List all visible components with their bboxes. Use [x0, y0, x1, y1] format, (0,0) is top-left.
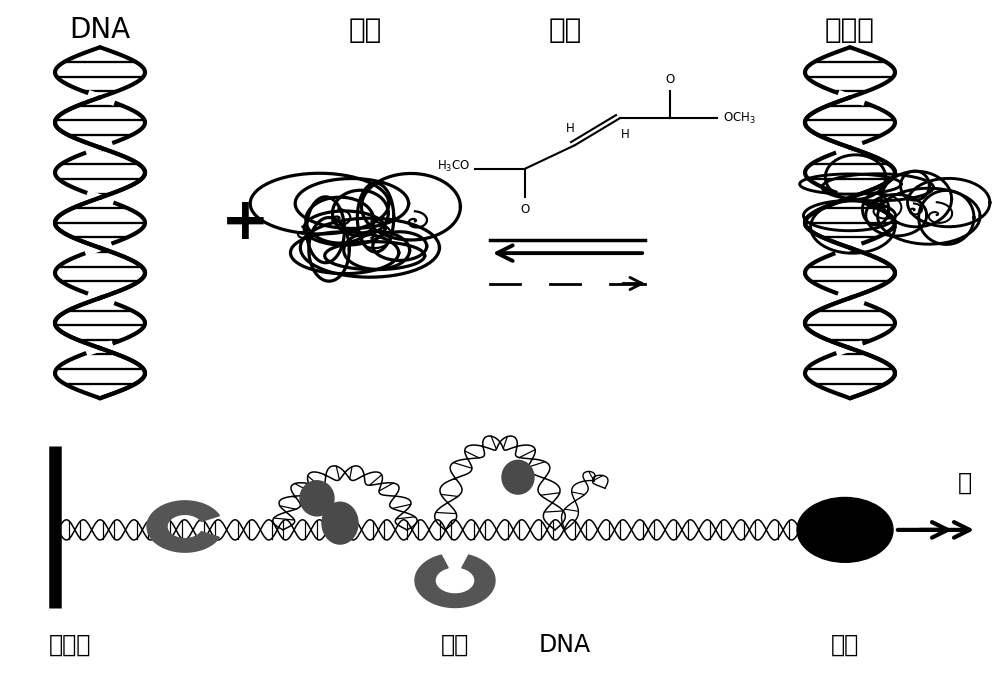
Text: 磁球: 磁球	[831, 632, 859, 657]
Text: $\mathregular{OCH_3}$: $\mathregular{OCH_3}$	[723, 111, 756, 126]
Ellipse shape	[300, 481, 334, 516]
Text: $\mathregular{H_3CO}$: $\mathregular{H_3CO}$	[437, 159, 470, 174]
Text: 药物: 药物	[548, 16, 582, 45]
Text: 蛋白: 蛋白	[348, 16, 382, 45]
Polygon shape	[415, 555, 495, 608]
Ellipse shape	[502, 460, 534, 494]
Text: 蛋白: 蛋白	[441, 632, 469, 657]
Text: DNA: DNA	[69, 16, 131, 45]
Text: 玻璃片: 玻璃片	[49, 632, 91, 657]
Ellipse shape	[322, 502, 358, 544]
Text: H: H	[621, 128, 629, 141]
Text: 复合体: 复合体	[825, 16, 875, 45]
Text: H: H	[566, 122, 574, 135]
Circle shape	[797, 497, 893, 562]
Polygon shape	[147, 501, 219, 552]
Text: +: +	[221, 194, 269, 251]
Text: O: O	[520, 202, 530, 215]
Text: O: O	[665, 74, 675, 86]
Text: DNA: DNA	[539, 632, 591, 657]
Text: 力: 力	[958, 470, 972, 495]
